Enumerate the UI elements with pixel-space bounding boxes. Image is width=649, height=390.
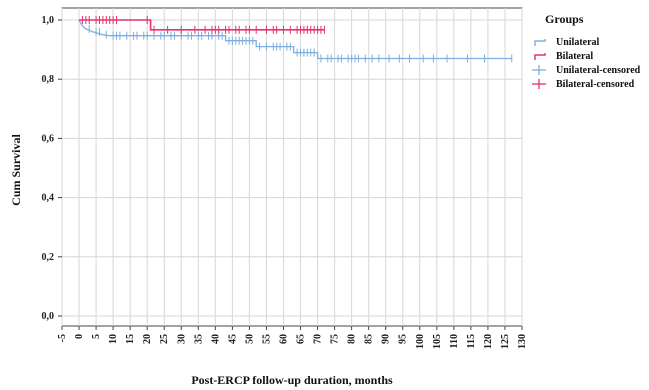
x-tick-label: 70 — [313, 334, 324, 344]
x-tick-label: 15 — [125, 334, 136, 344]
x-tick-label: 0 — [74, 334, 85, 339]
x-tick-label: 105 — [432, 334, 443, 349]
x-tick-label: 20 — [142, 334, 153, 344]
y-tick-label: 0,0 — [42, 311, 55, 322]
x-tick-label: 50 — [244, 334, 255, 344]
x-tick-label: 90 — [381, 334, 392, 344]
x-axis-title: Post-ERCP follow-up duration, months — [191, 373, 393, 387]
x-tick-label: 110 — [449, 334, 460, 348]
y-tick-label: 0,8 — [42, 74, 55, 85]
legend-title: Groups — [545, 12, 584, 26]
y-tick-label: 0,4 — [42, 193, 55, 204]
x-tick-label: 25 — [159, 334, 170, 344]
unilateral-survival-curve — [78, 19, 512, 60]
x-tick-label: 5 — [91, 334, 102, 339]
x-tick-label: 115 — [466, 334, 477, 348]
legend-swatch-line — [534, 53, 546, 60]
x-tick-label: 60 — [278, 334, 289, 344]
x-tick-label: 100 — [415, 334, 426, 349]
y-axis: 0,0 0,2 0,4 0,6 0,8 1,0 — [42, 15, 62, 322]
x-tick-label: -5 — [57, 334, 68, 342]
series-layer — [78, 16, 513, 63]
x-tick-label: 120 — [483, 334, 494, 349]
bilateral-survival-curve — [79, 19, 325, 31]
x-tick-label: 75 — [330, 334, 341, 344]
grid — [61, 8, 523, 326]
x-tick-label: 95 — [398, 334, 409, 344]
y-axis-title: Cum Survival — [9, 134, 23, 206]
plot-area — [61, 7, 523, 327]
x-tick-label: 85 — [364, 334, 375, 344]
legend-label: Bilateral — [556, 51, 593, 62]
legend-label: Unilateral-censored — [556, 65, 641, 76]
y-tick-label: 0,6 — [42, 133, 55, 144]
y-tick-label: 0,2 — [42, 252, 55, 263]
x-tick-label: 10 — [108, 334, 119, 344]
x-tick-label: 30 — [176, 334, 187, 344]
y-tick-label: 1,0 — [42, 15, 55, 26]
x-axis: -5 0 5 10 15 20 25 30 35 40 45 50 55 60 65 70 75 80 85 90 95… — [57, 326, 528, 349]
x-tick-label: 55 — [261, 334, 272, 344]
x-tick-label: 45 — [227, 334, 238, 344]
x-tick-label: 80 — [347, 334, 358, 344]
legend-label: Unilateral — [556, 37, 600, 48]
legend-swatch-line — [534, 39, 546, 46]
x-tick-label: 130 — [517, 334, 528, 349]
x-tick-label: 65 — [296, 334, 307, 344]
legend: Groups Unilateral Bilateral Unilateral-cen… — [532, 12, 641, 90]
x-tick-label: 125 — [500, 334, 511, 349]
x-tick-label: 40 — [210, 334, 221, 344]
legend-label: Bilateral-censored — [556, 79, 635, 90]
x-tick-label: 35 — [193, 334, 204, 344]
legend-items: Unilateral Bilateral Unilateral-censored Bi… — [532, 37, 641, 90]
